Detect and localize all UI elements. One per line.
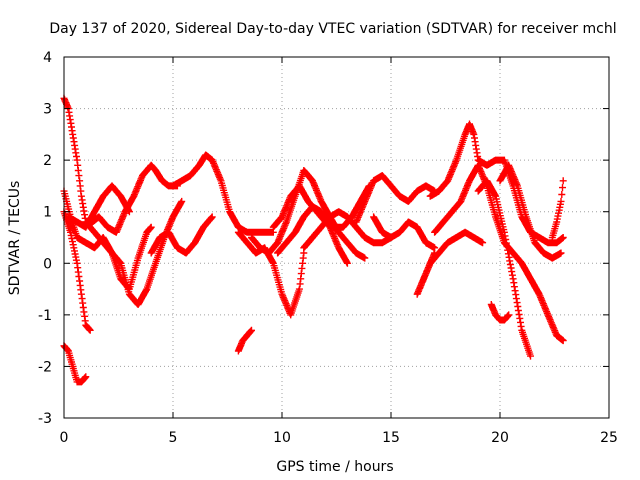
point-marks [300, 208, 395, 252]
x-tick-labels: 0 5 10 15 20 25 [60, 430, 618, 446]
x-tick-label: 20 [491, 430, 509, 446]
data-points [60, 94, 567, 386]
series-arc21 [487, 301, 513, 324]
series-arc15 [352, 172, 439, 226]
x-tick-label: 0 [60, 430, 69, 446]
series-arc14 [274, 203, 351, 267]
point-marks [234, 326, 255, 355]
series-arc22 [474, 177, 534, 360]
x-tick-label: 5 [169, 430, 178, 446]
point-marks [426, 228, 487, 267]
series-arc6 [82, 197, 186, 308]
point-marks [147, 213, 216, 257]
series-arc24 [548, 177, 567, 241]
point-marks [474, 177, 534, 360]
plot-frame [63, 56, 610, 419]
y-tick-label: 4 [43, 50, 52, 66]
series-arc9 [234, 326, 255, 355]
x-tick-label: 25 [600, 430, 618, 446]
y-tick-label: -2 [38, 359, 52, 375]
series-arc8 [147, 213, 216, 257]
x-tick-label: 15 [382, 430, 400, 446]
chart-title: Day 137 of 2020, Sidereal Day-to-day VTE… [49, 21, 616, 37]
tick-marks [63, 56, 610, 419]
y-tick-labels: -3 -2 -1 0 1 2 3 4 [38, 50, 52, 427]
series-arc20 [426, 228, 487, 267]
x-tick-label: 10 [273, 430, 291, 446]
series-arc16 [370, 213, 439, 252]
point-marks [370, 213, 439, 252]
point-marks [169, 151, 277, 236]
series-arc11 [248, 167, 369, 262]
y-axis-label: SDTVAR / TECUs [7, 181, 23, 296]
point-marks [274, 203, 351, 267]
series-arc13 [300, 208, 395, 252]
series-arc23 [496, 161, 565, 262]
y-tick-label: -3 [38, 411, 52, 427]
point-marks [82, 197, 186, 308]
point-marks [352, 172, 439, 226]
y-tick-label: 2 [43, 153, 52, 169]
point-marks [248, 167, 369, 262]
series-arc7 [169, 151, 277, 236]
y-tick-label: 0 [43, 256, 52, 272]
point-marks [487, 301, 513, 324]
y-tick-label: -1 [38, 308, 52, 324]
x-axis-label: GPS time / hours [276, 459, 393, 475]
point-marks [548, 177, 567, 241]
y-tick-label: 3 [43, 102, 52, 118]
y-tick-label: 1 [43, 205, 52, 221]
point-marks [496, 161, 565, 262]
